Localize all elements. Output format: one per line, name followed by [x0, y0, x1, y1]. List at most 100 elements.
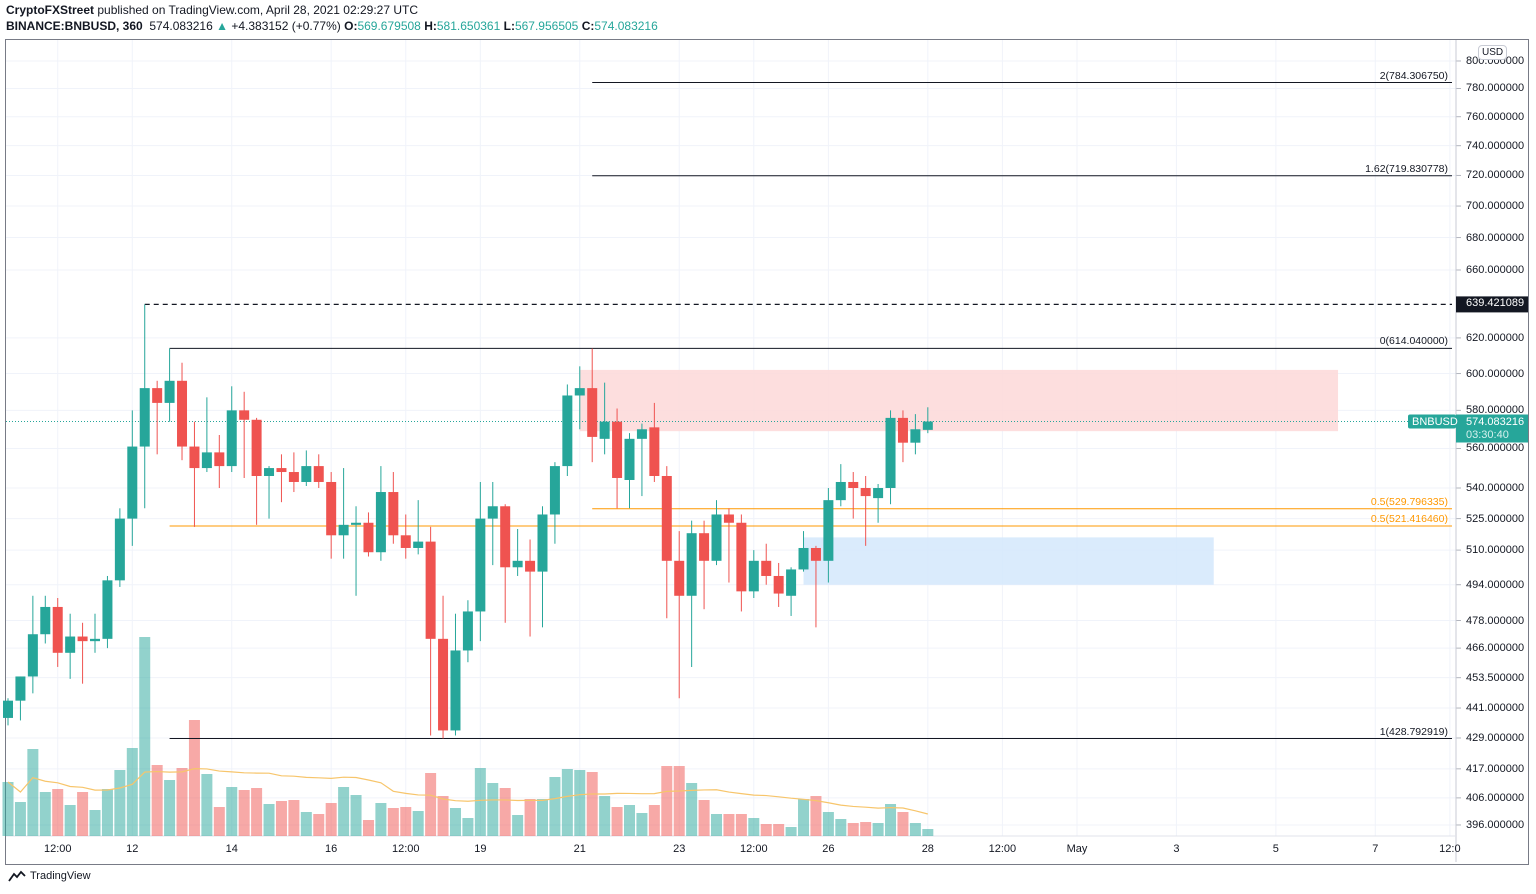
candle-up [562, 395, 573, 467]
y-tick-label: 453.500000 [1466, 671, 1525, 684]
volume-bar [636, 813, 648, 836]
candle-down [649, 427, 660, 476]
volume-bar [822, 812, 834, 836]
candle-up [90, 638, 101, 642]
x-tick-label: 7 [1372, 843, 1379, 855]
candle-up [823, 500, 834, 561]
volume-bar [835, 819, 847, 836]
y-tick-label: 740.000000 [1466, 139, 1525, 152]
high-price-label-bg [1456, 296, 1528, 313]
candle-down [848, 481, 859, 489]
x-tick-label: 3 [1173, 843, 1180, 855]
fib-level-label: 1(428.792919) [1379, 725, 1448, 738]
candle-down [897, 417, 908, 443]
volume-bar [387, 808, 399, 836]
volume-bar [586, 772, 598, 836]
x-tick-label: 12:00 [740, 843, 768, 855]
open-value: 569.679508 [357, 19, 421, 33]
price-label-bg [1456, 414, 1528, 443]
candle-up [873, 488, 884, 499]
high-value: 581.650361 [436, 19, 501, 33]
volume-bar [462, 818, 474, 836]
currency-badge[interactable]: USD [1478, 45, 1508, 60]
resistance-zone [579, 369, 1339, 432]
volume-bar [151, 765, 163, 836]
candle-up [574, 388, 585, 396]
candle-down [425, 541, 436, 639]
volume-bar [213, 807, 225, 836]
close-label: C: [581, 19, 595, 33]
candle-up [624, 438, 635, 480]
volume-bar [885, 804, 897, 836]
chart-frame [5, 39, 1529, 865]
volume-bar [785, 827, 797, 836]
fib-level-label: 2(784.306750) [1379, 69, 1448, 82]
volume-bar [536, 799, 548, 836]
candle-up [748, 560, 759, 592]
volume-bar [375, 803, 387, 836]
candle-down [313, 466, 324, 482]
logo-text: TradingView [30, 870, 91, 882]
candle-countdown: 03:30:40 [1466, 428, 1509, 441]
volume-bar [922, 829, 934, 836]
volume-bar [101, 789, 113, 836]
y-tick-label: 525.000000 [1466, 512, 1525, 525]
candle-down [612, 421, 623, 478]
candle-up [885, 417, 896, 489]
x-tick-label: 12:0 [1439, 843, 1461, 855]
support-zone [803, 537, 1214, 585]
candle-up [201, 452, 212, 469]
volume-bar [611, 807, 623, 836]
x-tick-label: May [1066, 843, 1088, 855]
volume-bar [114, 770, 126, 836]
volume-bar [176, 768, 188, 836]
candle-down [214, 452, 225, 467]
y-tick-label: 466.000000 [1466, 642, 1525, 655]
volume-bar [313, 814, 325, 836]
volume-bar [164, 780, 176, 836]
volume-bar [474, 768, 486, 836]
candle-up [636, 429, 647, 439]
open-label: O: [344, 19, 358, 33]
x-tick-label: 16 [325, 843, 338, 855]
volume-bar [711, 814, 723, 836]
volume-bar [27, 749, 39, 836]
candle-down [587, 388, 598, 437]
tradingview-logo[interactable]: TradingView [8, 870, 91, 882]
candle-up [226, 410, 237, 467]
high-label: H: [424, 19, 437, 33]
volume-bar [847, 823, 859, 836]
candle-up [475, 518, 486, 612]
volume-bar [748, 818, 760, 836]
candle-up [139, 388, 150, 447]
candle-up [599, 421, 610, 439]
candle-down [152, 388, 163, 403]
author-name[interactable]: CryptoFXStreet [6, 3, 95, 17]
candle-up [512, 560, 523, 568]
x-tick-label: 28 [921, 843, 934, 855]
symbol-title: BINANCE:BNBUSD, 360 [6, 19, 143, 33]
candle-up [338, 524, 349, 536]
volume-bar [512, 815, 524, 836]
y-tick-label: 620.000000 [1466, 331, 1525, 344]
tradingview-logo-icon [8, 870, 26, 882]
y-tick-label: 660.000000 [1466, 263, 1525, 276]
candle-down [761, 560, 772, 576]
candle-up [487, 506, 498, 519]
candle-up [786, 569, 797, 596]
volume-bar [909, 823, 921, 836]
volume-bar [425, 773, 437, 836]
candle-down [500, 506, 511, 568]
candle-up [462, 611, 473, 651]
last-price: 574.083216 [149, 19, 213, 33]
volume-bar [338, 787, 350, 836]
volume-bar [524, 799, 536, 836]
candle-down [288, 472, 299, 482]
x-tick-label: 21 [573, 843, 586, 855]
candle-down [699, 533, 710, 561]
candle-up [264, 468, 275, 476]
candle-down [674, 560, 685, 596]
candle-up [40, 606, 51, 635]
x-tick-label: 12 [126, 843, 139, 855]
